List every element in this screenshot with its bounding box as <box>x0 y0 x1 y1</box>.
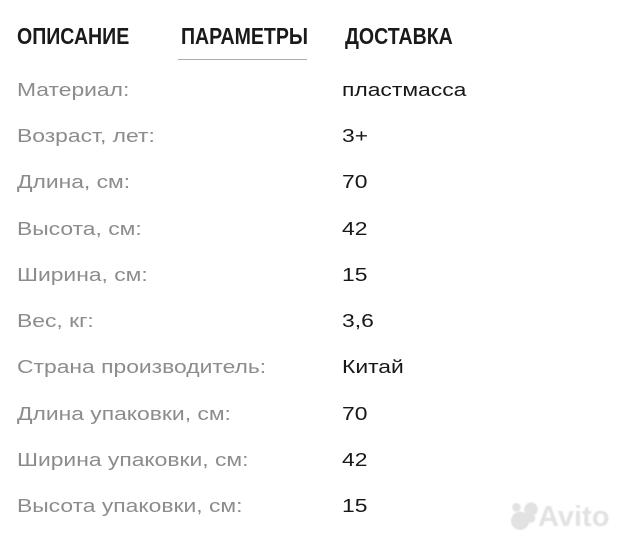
svg-text:Avito: Avito <box>538 501 609 533</box>
